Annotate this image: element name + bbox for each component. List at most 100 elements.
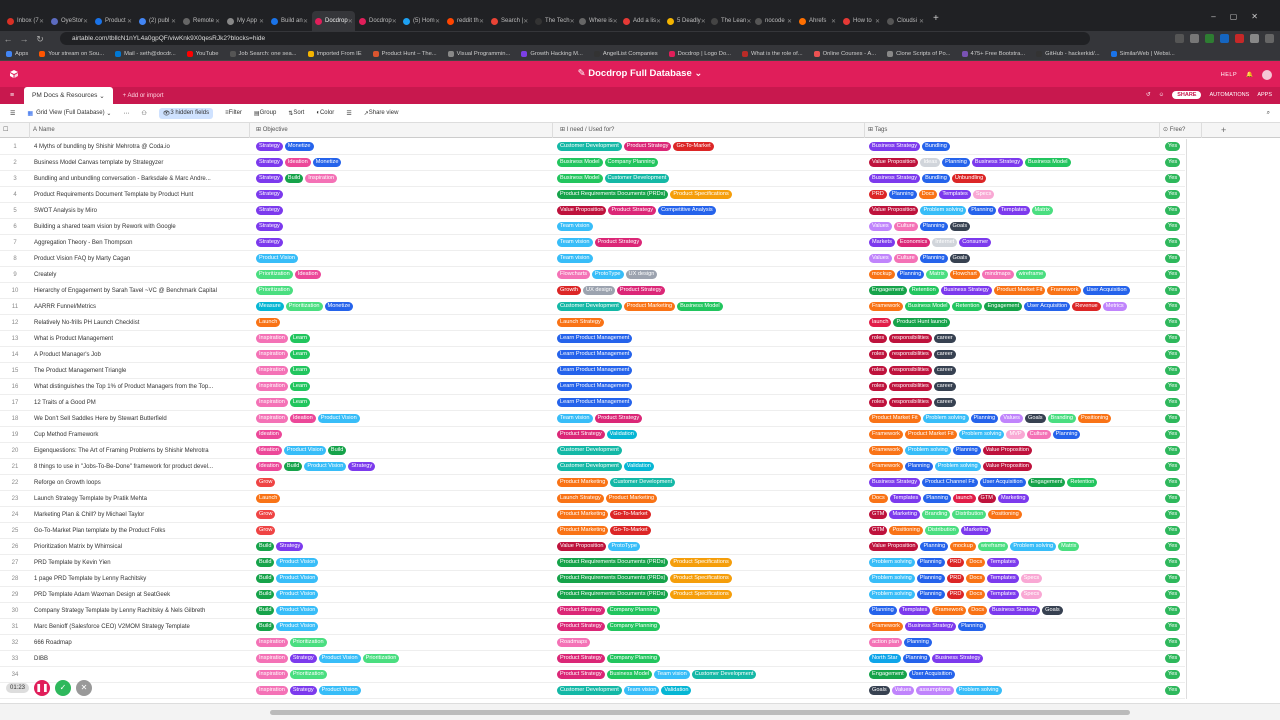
cell-free[interactable]: Yes bbox=[1165, 619, 1185, 635]
table-row[interactable]: 5 SWOT Analysis by Miro Strategy Value Prop… bbox=[0, 203, 1185, 219]
cell-tags[interactable]: Business Strategy Bundling bbox=[869, 139, 1165, 155]
cell-tags[interactable]: Framework Product Market Fit Problem solvi… bbox=[869, 427, 1165, 443]
cell-free[interactable]: Yes bbox=[1165, 379, 1185, 395]
cell-name[interactable]: Aggregation Theory - Ben Thompson bbox=[34, 240, 133, 246]
cell-need[interactable]: Roadmaps bbox=[557, 635, 862, 651]
add-import-button[interactable]: + Add or import bbox=[122, 92, 164, 99]
table-row[interactable]: 3 Bundling and unbundling conversation - … bbox=[0, 171, 1185, 187]
cell-objective[interactable]: Build Product Vision bbox=[256, 619, 553, 635]
cell-tags[interactable]: Framework Problem solving Planning Value Pr… bbox=[869, 443, 1165, 459]
tab-close-icon[interactable]: ✕ bbox=[700, 18, 706, 25]
cell-need[interactable]: Product Requirements Documents (PRDs) Pro… bbox=[557, 571, 862, 587]
close-icon[interactable]: ✕ bbox=[76, 680, 93, 696]
bookmark-item[interactable]: What is the role of... bbox=[742, 50, 803, 57]
cell-free[interactable]: Yes bbox=[1165, 315, 1185, 331]
browser-tab[interactable]: OyeStor ✕ bbox=[48, 11, 91, 31]
cell-tags[interactable]: Markets Economics Internet Consumer bbox=[869, 235, 1165, 251]
cell-tags[interactable]: PRD Planning Docs Templates Specs bbox=[869, 187, 1165, 203]
cell-free[interactable]: Yes bbox=[1165, 667, 1185, 683]
cell-objective[interactable]: Inspiration Learn bbox=[256, 363, 553, 379]
new-tab-icon[interactable]: + bbox=[933, 13, 939, 24]
browser-tab[interactable]: Product ✕ bbox=[92, 11, 135, 31]
tab-close-icon[interactable]: ✕ bbox=[214, 18, 220, 25]
cell-objective[interactable]: Ideation bbox=[256, 427, 553, 443]
cell-need[interactable]: Product Requirements Documents (PRDs) Pro… bbox=[557, 187, 862, 203]
cell-need[interactable]: Learn Product Management bbox=[557, 347, 862, 363]
cell-name[interactable]: Business Model Canvas template by Strate… bbox=[34, 160, 164, 166]
cell-need[interactable]: Flowcharts ProtoType UX design bbox=[557, 267, 862, 283]
cell-free[interactable]: Yes bbox=[1165, 571, 1185, 587]
cell-need[interactable]: Value Proposition ProtoType bbox=[557, 539, 862, 555]
cell-name[interactable]: Marc Benioff (Salesforce CEO) V2MOM Stra… bbox=[34, 624, 190, 630]
cell-objective[interactable]: Build Product Vision bbox=[256, 603, 553, 619]
cell-need[interactable]: Learn Product Management bbox=[557, 363, 862, 379]
tab-pm-docs[interactable]: PM Docs & Resources ⌄ bbox=[24, 87, 113, 104]
cell-free[interactable]: Yes bbox=[1165, 443, 1185, 459]
cell-objective[interactable]: Build Product Vision bbox=[256, 571, 553, 587]
tab-close-icon[interactable]: ✕ bbox=[170, 18, 176, 25]
cell-need[interactable]: Product Strategy Company Planning bbox=[557, 619, 862, 635]
bookmark-item[interactable]: GitHub - hackerkid/... bbox=[1036, 50, 1100, 57]
cell-name[interactable]: AARRR Funnel/Metrics bbox=[34, 304, 97, 310]
table-row[interactable]: 1 4 Myths of bundling by Shishir Mehrotra… bbox=[0, 139, 1185, 155]
table-row[interactable]: 31 Marc Benioff (Salesforce CEO) V2MOM St… bbox=[0, 619, 1185, 635]
table-row[interactable]: 30 Company Strategy Template by Lenny Rac… bbox=[0, 603, 1185, 619]
tab-close-icon[interactable]: ✕ bbox=[126, 18, 132, 25]
cell-name[interactable]: Prioritization Matrix by Whimsical bbox=[34, 544, 123, 550]
cell-free[interactable]: Yes bbox=[1165, 555, 1185, 571]
window-controls[interactable]: –▢✕ bbox=[1211, 12, 1272, 21]
cell-name[interactable]: Relatively No-frills PH Launch Checklist bbox=[34, 320, 140, 326]
cell-name[interactable]: Cup Method Framework bbox=[34, 432, 99, 438]
cell-objective[interactable]: Strategy Build Inspiration bbox=[256, 171, 553, 187]
view-switcher[interactable]: ▦ Grid View (Full Database) ⌄ bbox=[27, 110, 112, 117]
browser-tab[interactable]: Add a lis ✕ bbox=[620, 11, 663, 31]
cell-objective[interactable]: Ideation Build Product Vision Strategy bbox=[256, 459, 553, 475]
bookmark-item[interactable]: Growth Hacking M... bbox=[521, 50, 583, 57]
cell-tags[interactable]: Docs Templates Planning launch GTM Marketing bbox=[869, 491, 1165, 507]
cell-need[interactable]: Launch Strategy Product Marketing bbox=[557, 491, 862, 507]
tab-close-icon[interactable]: ✕ bbox=[786, 18, 792, 25]
table-row[interactable]: 22 Reforge on Growth loops Grow Product Mar… bbox=[0, 475, 1185, 491]
column-header-objective[interactable]: ⊞ Objective bbox=[253, 123, 553, 138]
cell-tags[interactable]: Values Culture Planning Goals bbox=[869, 251, 1165, 267]
cell-name[interactable]: Product Vision FAQ by Marty Cagan bbox=[34, 256, 131, 262]
base-title[interactable]: ✎ Docdrop Full Database ⌄ bbox=[577, 68, 703, 79]
cell-free[interactable]: Yes bbox=[1165, 411, 1185, 427]
browser-tab[interactable]: The Tech ✕ bbox=[532, 11, 575, 31]
table-row[interactable]: 14 A Product Manager's Job Inspiration Lear… bbox=[0, 347, 1185, 363]
cell-free[interactable]: Yes bbox=[1165, 171, 1185, 187]
cell-objective[interactable]: Grow bbox=[256, 523, 553, 539]
sidebar-toggle-icon[interactable]: ☰ bbox=[10, 110, 16, 117]
hamburger-icon[interactable]: ≡ bbox=[9, 92, 15, 99]
automations-button[interactable]: AUTOMATIONS bbox=[1209, 92, 1250, 98]
cell-objective[interactable]: Prioritization bbox=[256, 283, 553, 299]
address-input[interactable]: airtable.com/tbllcN1nYL4a0gpQF/viwKnk9X0… bbox=[60, 32, 1090, 45]
browser-tab[interactable]: reddit th ✕ bbox=[444, 11, 487, 31]
cell-need[interactable]: Team vision Product Strategy bbox=[557, 235, 862, 251]
cell-objective[interactable]: Grow bbox=[256, 475, 553, 491]
share-button[interactable]: SHARE bbox=[1172, 91, 1202, 99]
cell-free[interactable]: Yes bbox=[1165, 427, 1185, 443]
table-row[interactable]: 35InspirationStrategyProduct VisionCusto… bbox=[0, 683, 1185, 699]
hidden-fields-button[interactable]: 👁 3 hidden fields bbox=[158, 107, 214, 119]
cell-objective[interactable]: Launch bbox=[256, 315, 553, 331]
cell-free[interactable]: Yes bbox=[1165, 155, 1185, 171]
tab-close-icon[interactable]: ✕ bbox=[391, 18, 397, 25]
cell-tags[interactable]: Problem solving Planning PRD Docs Templates S… bbox=[869, 571, 1165, 587]
cell-need[interactable]: Learn Product Management bbox=[557, 331, 862, 347]
tab-close-icon[interactable]: ✕ bbox=[347, 18, 353, 25]
table-row[interactable]: 13 What is Product Management Inspiration L… bbox=[0, 331, 1185, 347]
table-row[interactable]: 29 PRD Template Adam Waxman Design at Sea… bbox=[0, 587, 1185, 603]
cell-free[interactable]: Yes bbox=[1165, 507, 1185, 523]
cell-tags[interactable]: roles responsibilities career bbox=[869, 379, 1165, 395]
add-field-button[interactable]: + bbox=[1221, 125, 1227, 135]
cell-free[interactable]: Yes bbox=[1165, 651, 1185, 667]
cell-tags[interactable]: Value Proposition Ideas Planning Business S… bbox=[869, 155, 1165, 171]
cell-objective[interactable]: Build Strategy bbox=[256, 539, 553, 555]
cell-name[interactable]: 8 things to use in "Jobs-To-Be-Done" fra… bbox=[34, 464, 214, 470]
browser-tab[interactable]: Cloudsi ✕ bbox=[884, 11, 927, 31]
forward-icon[interactable]: → bbox=[19, 34, 29, 44]
cell-need[interactable]: Product Strategy Business Model Team visio… bbox=[557, 667, 862, 683]
history-icon[interactable]: ↺ bbox=[1145, 92, 1151, 98]
bell-icon[interactable]: 🔔 bbox=[1246, 72, 1253, 78]
